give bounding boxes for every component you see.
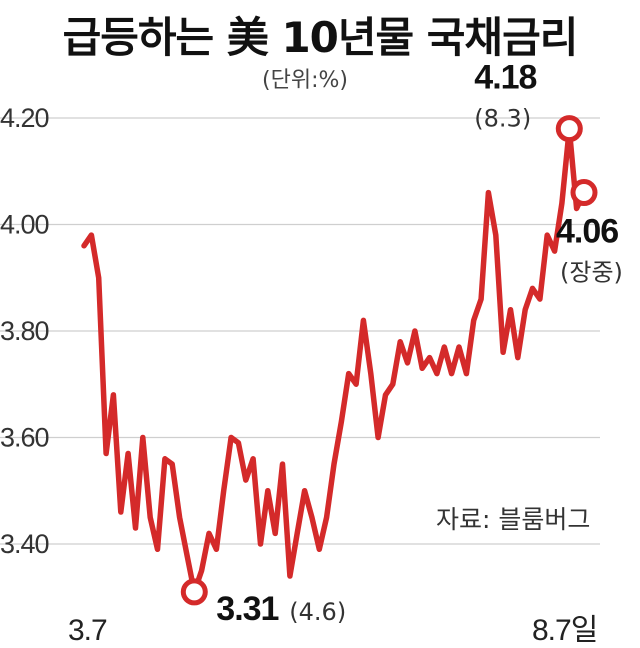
annotation-layer: 3.31 (4.6) 4.18 (8.3) 4.06 (장중) [216,59,623,628]
current-marker [570,179,598,207]
x-start-label: 3.7 [68,614,107,647]
y-tick-label: 3.80 [0,316,49,346]
low-marker [180,578,208,606]
low-date-label: (4.6) [289,598,346,626]
low-value-label: 3.31 [216,590,278,628]
marker-layer [180,115,598,606]
y-tick-label: 3.40 [0,529,49,559]
y-tick-label: 3.60 [0,423,49,453]
y-tick-label: 4.00 [0,210,49,240]
y-tick-label: 4.20 [0,103,49,133]
series-layer [81,125,587,595]
y-axis-ticks: 3.40 3.60 3.80 4.00 4.20 [0,103,50,559]
high-value-label: 4.18 [474,59,536,97]
current-value-label: 4.06 [556,213,618,251]
high-date-label: (8.3) [474,105,531,133]
source-label: 자료: 블룸버그 [436,505,591,534]
yield-series-line [81,125,587,595]
current-date-label: (장중) [560,259,623,287]
x-end-label: 8.7일 [532,614,597,647]
high-marker [555,115,583,143]
grid-layer [0,117,600,545]
chart-title: 급등하는 美 10년물 국채금리 [62,13,579,62]
unit-label: (단위:%) [262,68,348,93]
